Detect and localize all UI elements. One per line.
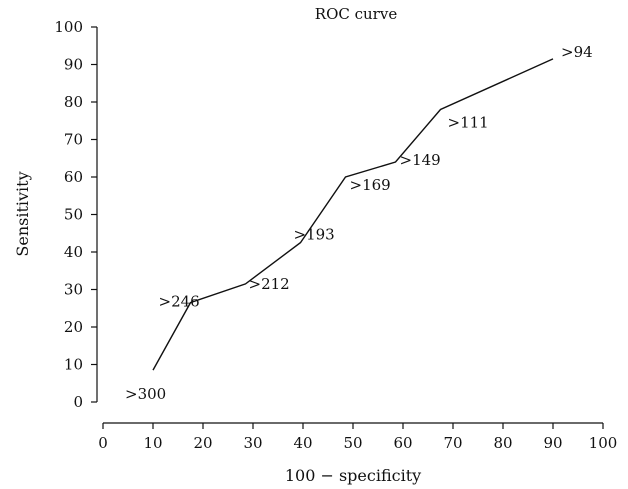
x-tick-label: 30 [243, 434, 262, 452]
threshold-label: >193 [294, 226, 335, 244]
threshold-label: >246 [159, 293, 200, 311]
x-axis-title: 100 − specificity [285, 466, 421, 485]
axes: 0 10 20 30 40 50 60 70 80 90 100 0 10 20 30 40 50 60 70 80 9… [54, 18, 617, 452]
x-tick-label: 10 [143, 434, 162, 452]
y-axis-title: Sensitivity [13, 171, 32, 256]
chart-title: ROC curve [315, 5, 398, 23]
y-tick-label: 40 [64, 243, 83, 261]
plot-area: >300 >246 >212 >193 >169 >149 >111 >94 [125, 43, 593, 403]
y-tick-label: 50 [64, 206, 83, 224]
x-tick-label: 80 [493, 434, 512, 452]
roc-curve-line [152, 58, 554, 371]
y-tick-label: 10 [64, 356, 83, 374]
x-tick-label: 70 [443, 434, 462, 452]
y-tick-label: 60 [64, 168, 83, 186]
y-tick-label: 70 [64, 131, 83, 149]
threshold-label: >300 [125, 385, 166, 403]
threshold-label: >212 [249, 275, 290, 293]
x-tick-label: 0 [98, 434, 108, 452]
x-tick-label: 60 [393, 434, 412, 452]
y-tick-label: 20 [64, 318, 83, 336]
y-tick-label: 30 [64, 281, 83, 299]
threshold-label: >149 [400, 151, 441, 169]
threshold-label: >169 [350, 176, 391, 194]
y-tick-label: 80 [64, 93, 83, 111]
x-tick-label: 90 [543, 434, 562, 452]
y-tick-label: 0 [73, 393, 83, 411]
x-tick-label: 40 [293, 434, 312, 452]
x-tick-label: 20 [193, 434, 212, 452]
x-tick-label: 100 [589, 434, 618, 452]
y-tick-label: 100 [54, 18, 83, 36]
threshold-label: >111 [448, 114, 489, 132]
y-tick-label: 90 [64, 56, 83, 74]
x-tick-label: 50 [343, 434, 362, 452]
threshold-label: >94 [561, 43, 593, 61]
